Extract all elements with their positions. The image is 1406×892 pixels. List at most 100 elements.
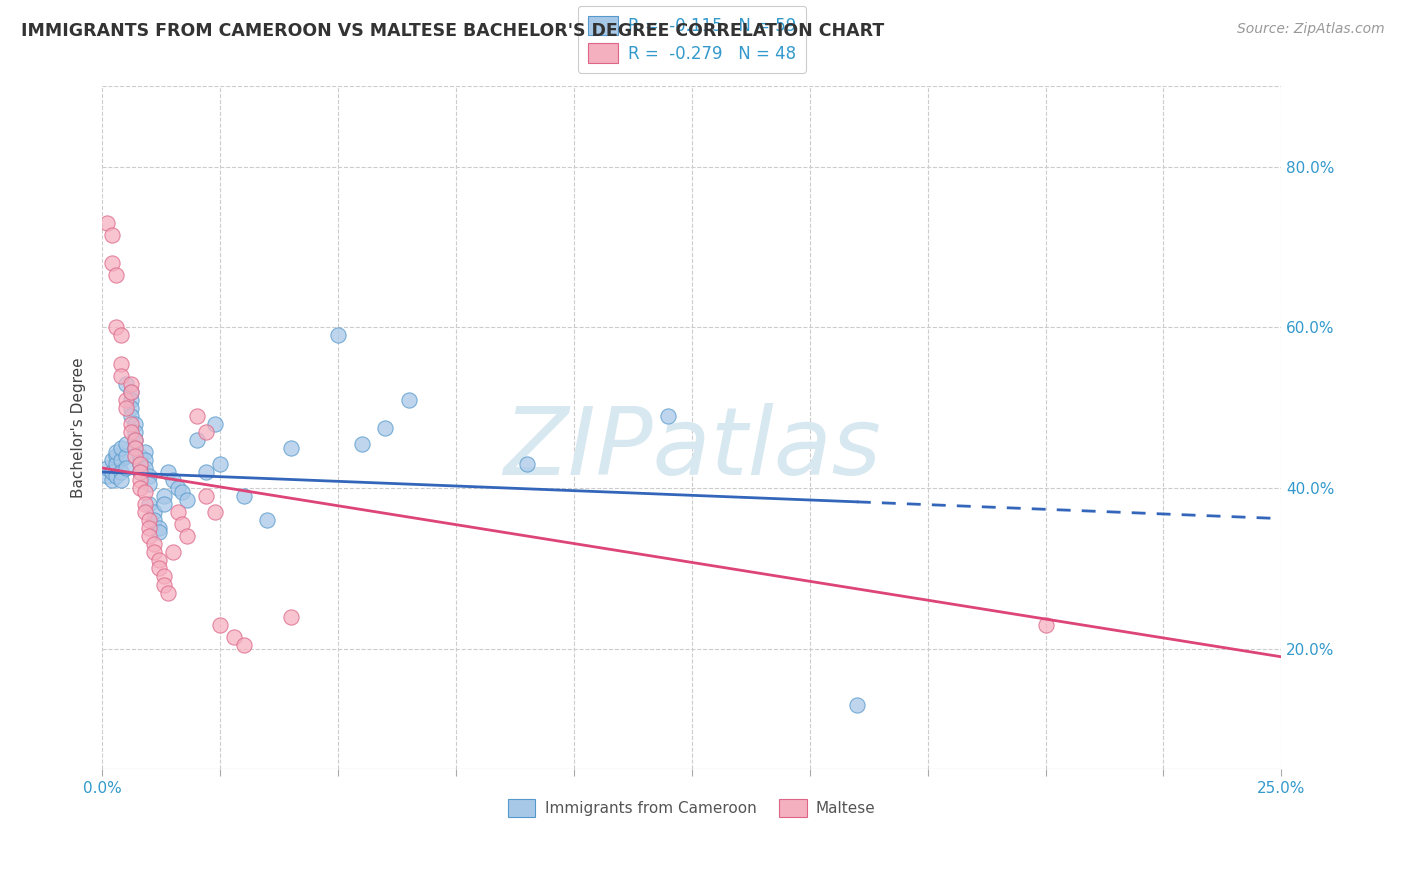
Point — [100, 227, 122, 242]
Point — [209, 617, 232, 632]
Point — [105, 457, 128, 471]
Point — [110, 368, 132, 383]
Point — [204, 417, 226, 431]
Point — [124, 441, 146, 455]
Point — [176, 529, 198, 543]
Point — [120, 384, 142, 399]
Point — [100, 256, 122, 270]
Point — [96, 461, 118, 475]
Point — [398, 392, 420, 407]
Point — [232, 638, 254, 652]
Point — [124, 417, 146, 431]
Point — [516, 457, 538, 471]
Point — [134, 445, 156, 459]
Point — [129, 481, 152, 495]
Point — [148, 525, 170, 540]
Point — [120, 376, 142, 391]
Point — [162, 545, 184, 559]
Point — [176, 493, 198, 508]
Point — [120, 401, 142, 415]
Point — [134, 497, 156, 511]
Point — [195, 425, 218, 439]
Point — [138, 521, 160, 535]
Text: ZIPatlas: ZIPatlas — [503, 403, 880, 494]
Point — [232, 489, 254, 503]
Point — [129, 465, 152, 479]
Point — [124, 433, 146, 447]
Point — [256, 513, 278, 527]
Point — [124, 425, 146, 439]
Point — [350, 437, 373, 451]
Point — [152, 489, 174, 503]
Text: IMMIGRANTS FROM CAMEROON VS MALTESE BACHELOR'S DEGREE CORRELATION CHART: IMMIGRANTS FROM CAMEROON VS MALTESE BACH… — [21, 22, 884, 40]
Point — [224, 630, 246, 644]
Point — [105, 445, 128, 459]
Point — [152, 577, 174, 591]
Point — [105, 469, 128, 483]
Point — [129, 449, 152, 463]
Point — [114, 449, 136, 463]
Point — [138, 469, 160, 483]
Point — [374, 421, 396, 435]
Point — [172, 517, 194, 532]
Point — [195, 465, 218, 479]
Point — [157, 465, 180, 479]
Point — [148, 561, 170, 575]
Point — [204, 505, 226, 519]
Point — [100, 453, 122, 467]
Point — [209, 457, 232, 471]
Point — [120, 409, 142, 423]
Point — [134, 505, 156, 519]
Point — [657, 409, 679, 423]
Point — [280, 609, 302, 624]
Point — [124, 449, 146, 463]
Point — [138, 529, 160, 543]
Point — [845, 698, 868, 712]
Y-axis label: Bachelor's Degree: Bachelor's Degree — [72, 358, 86, 498]
Point — [110, 453, 132, 467]
Point — [143, 513, 166, 527]
Point — [114, 392, 136, 407]
Point — [96, 216, 118, 230]
Point — [100, 465, 122, 479]
Point — [1035, 617, 1057, 632]
Point — [124, 441, 146, 455]
Point — [105, 268, 128, 282]
Point — [326, 328, 349, 343]
Point — [110, 441, 132, 455]
Point — [114, 376, 136, 391]
Point — [134, 461, 156, 475]
Point — [166, 505, 188, 519]
Point — [110, 465, 132, 479]
Point — [120, 384, 142, 399]
Point — [280, 441, 302, 455]
Point — [134, 453, 156, 467]
Point — [138, 513, 160, 527]
Point — [186, 433, 208, 447]
Point — [114, 461, 136, 475]
Point — [143, 537, 166, 551]
Point — [110, 357, 132, 371]
Legend: Immigrants from Cameroon, Maltese: Immigrants from Cameroon, Maltese — [502, 793, 882, 823]
Point — [120, 417, 142, 431]
Point — [166, 481, 188, 495]
Point — [152, 497, 174, 511]
Point — [129, 457, 152, 471]
Point — [110, 473, 132, 487]
Text: Source: ZipAtlas.com: Source: ZipAtlas.com — [1237, 22, 1385, 37]
Point — [129, 465, 152, 479]
Point — [105, 320, 128, 334]
Point — [129, 457, 152, 471]
Point — [172, 485, 194, 500]
Point — [157, 585, 180, 599]
Point — [124, 433, 146, 447]
Point — [105, 449, 128, 463]
Point — [120, 392, 142, 407]
Point — [162, 473, 184, 487]
Point — [96, 469, 118, 483]
Point — [110, 328, 132, 343]
Point — [100, 473, 122, 487]
Point — [129, 473, 152, 487]
Point — [148, 521, 170, 535]
Point — [114, 401, 136, 415]
